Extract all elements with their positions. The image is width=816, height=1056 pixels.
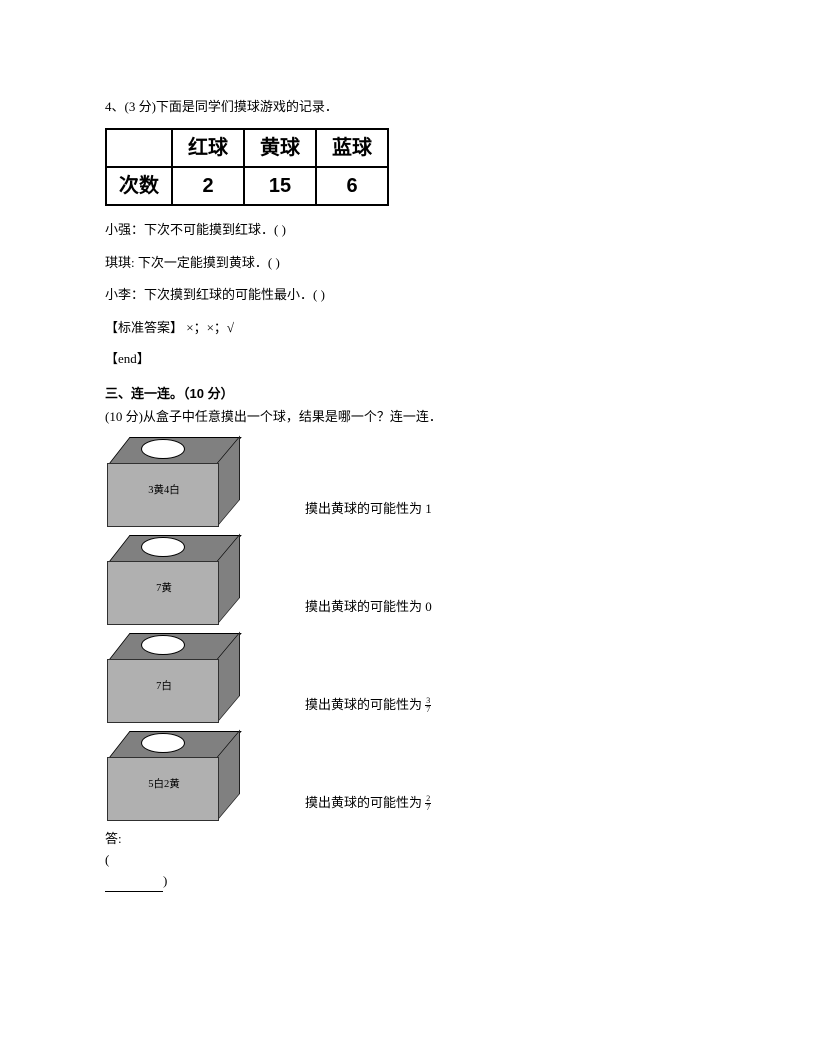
statement-qiqi: 琪琪: 下次一定能摸到黄球．( ) (105, 253, 711, 274)
box-label: 7白 (117, 679, 211, 696)
section-3-title: 三、连一连。（10 分） (105, 384, 711, 405)
section-points: 10 分 (190, 386, 221, 401)
box-wrap: 7白 (105, 633, 305, 721)
statement-xiaoli: 小李：下次摸到红球的可能性最小．( ) (105, 285, 711, 306)
paren-close: ) (163, 873, 167, 888)
statement-xiaoqiang: 小强：下次不可能摸到红球．( ) (105, 220, 711, 241)
match-row: 7白 摸出黄球的可能性为 3 7 (105, 633, 711, 721)
end-marker: 【end】 (105, 349, 711, 370)
table-corner (106, 129, 172, 167)
fraction-den: 7 (425, 804, 431, 812)
match-row: 7黄 摸出黄球的可能性为 0 (105, 535, 711, 623)
standard-answer: 【标准答案】 ×；×；√ (105, 318, 711, 339)
probability-text: 摸出黄球的可能性为 3 7 (305, 695, 431, 722)
answer-blank[interactable] (105, 877, 163, 892)
box-wrap: 7黄 (105, 535, 305, 623)
fraction: 2 7 (425, 795, 431, 812)
fraction: 3 7 (425, 697, 431, 714)
cell: 6 (316, 167, 388, 205)
cell: 15 (244, 167, 316, 205)
table-row: 次数 2 15 6 (106, 167, 388, 205)
probability-text: 摸出黄球的可能性为 0 (305, 597, 432, 624)
box-icon: 3黄4白 (105, 437, 237, 525)
answer-area: 答: ( ) (105, 829, 711, 891)
probability-text: 摸出黄球的可能性为 2 7 (305, 793, 431, 820)
probability-text: 摸出黄球的可能性为 1 (305, 499, 432, 526)
box-icon: 7黄 (105, 535, 237, 623)
q4-heading: 4、(3 分)下面是同学们摸球游戏的记录． (105, 97, 711, 118)
cell: 2 (172, 167, 244, 205)
prob-prefix: 摸出黄球的可能性为 (305, 795, 422, 810)
page: 4、(3 分)下面是同学们摸球游戏的记录． 红球 黄球 蓝球 次数 2 15 6… (0, 0, 816, 1056)
match-row: 3黄4白 摸出黄球的可能性为 1 (105, 437, 711, 525)
answer-label: 答: (105, 829, 711, 850)
match-row: 5白2黄 摸出黄球的可能性为 2 7 (105, 731, 711, 819)
section-title-a: 三、连一连。（ (105, 386, 190, 401)
section-title-b: ） (221, 386, 234, 401)
box-icon: 5白2黄 (105, 731, 237, 819)
paren-open: ( (105, 852, 109, 867)
row-header: 次数 (106, 167, 172, 205)
col-header: 黄球 (244, 129, 316, 167)
col-header: 蓝球 (316, 129, 388, 167)
box-icon: 7白 (105, 633, 237, 721)
answer-blank-line: ( ) (105, 850, 711, 892)
box-wrap: 5白2黄 (105, 731, 305, 819)
box-label: 3黄4白 (117, 483, 211, 500)
col-header: 红球 (172, 129, 244, 167)
ball-count-table: 红球 黄球 蓝球 次数 2 15 6 (105, 128, 389, 206)
table-row: 红球 黄球 蓝球 (106, 129, 388, 167)
section-3-intro: (10 分)从盒子中任意摸出一个球，结果是哪一个？连一连． (105, 407, 711, 428)
fraction-den: 7 (425, 706, 431, 714)
box-label: 5白2黄 (117, 777, 211, 794)
box-wrap: 3黄4白 (105, 437, 305, 525)
prob-prefix: 摸出黄球的可能性为 (305, 697, 422, 712)
box-label: 7黄 (117, 581, 211, 598)
